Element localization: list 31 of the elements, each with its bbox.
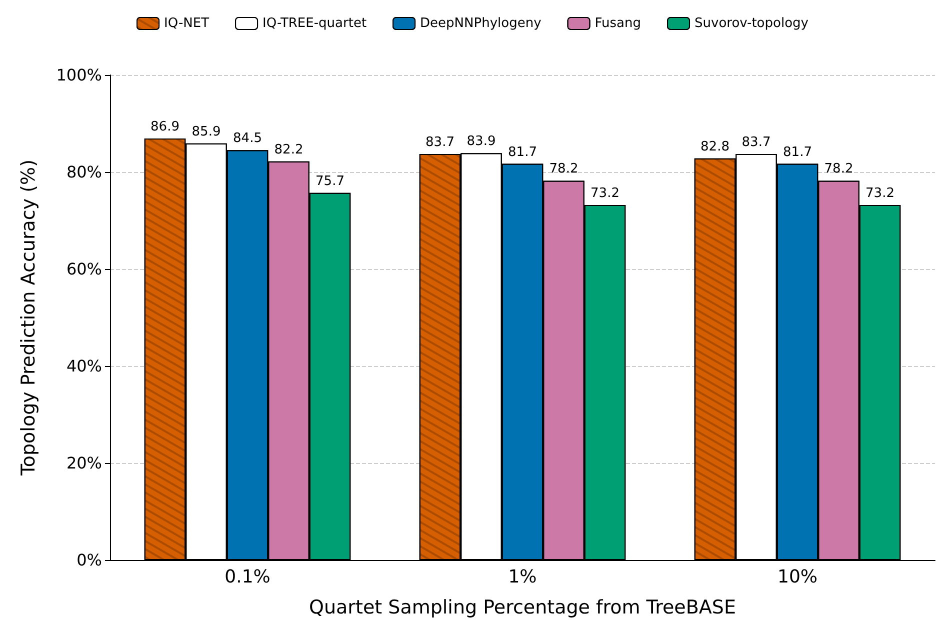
- data-label: 83.7: [742, 135, 771, 150]
- y-axis-title: Topology Prediction Accuracy (%): [18, 159, 40, 477]
- y-tick-label: 100%: [56, 66, 102, 84]
- data-label: 81.7: [783, 144, 812, 160]
- data-label: 81.7: [508, 144, 537, 160]
- data-label: 86.9: [150, 120, 180, 135]
- legend-label: Suvorov-topology: [694, 16, 809, 31]
- x-tick-label: 0.1%: [224, 566, 270, 588]
- data-label: 75.7: [316, 174, 344, 189]
- legend-label: Fusang: [594, 16, 642, 31]
- data-label: 73.2: [590, 186, 620, 201]
- y-tick-label: 40%: [66, 356, 102, 376]
- data-label: 78.2: [824, 162, 854, 177]
- data-label: 82.8: [700, 139, 730, 154]
- legend-label: DeepNNPhylogeny: [420, 16, 542, 31]
- legend-label: IQ-NET: [164, 16, 210, 31]
- data-label: 83.7: [426, 135, 454, 150]
- y-tick-label: 80%: [66, 162, 102, 182]
- data-label: 82.2: [274, 142, 304, 158]
- y-tick-label: 60%: [66, 260, 102, 278]
- legend-label: IQ-TREE-quartet: [262, 16, 367, 31]
- x-tick-label: 10%: [777, 566, 818, 588]
- data-label: 84.5: [233, 131, 262, 146]
- data-label: 83.9: [466, 134, 496, 150]
- y-tick-label: 0%: [76, 550, 102, 570]
- data-label: 85.9: [192, 124, 221, 140]
- y-tick-label: 20%: [66, 454, 102, 472]
- x-axis-title: Quartet Sampling Percentage from TreeBASE: [309, 596, 736, 618]
- data-label: 73.2: [866, 186, 894, 201]
- x-tick-label: 1%: [508, 566, 537, 588]
- data-label: 78.2: [549, 162, 578, 177]
